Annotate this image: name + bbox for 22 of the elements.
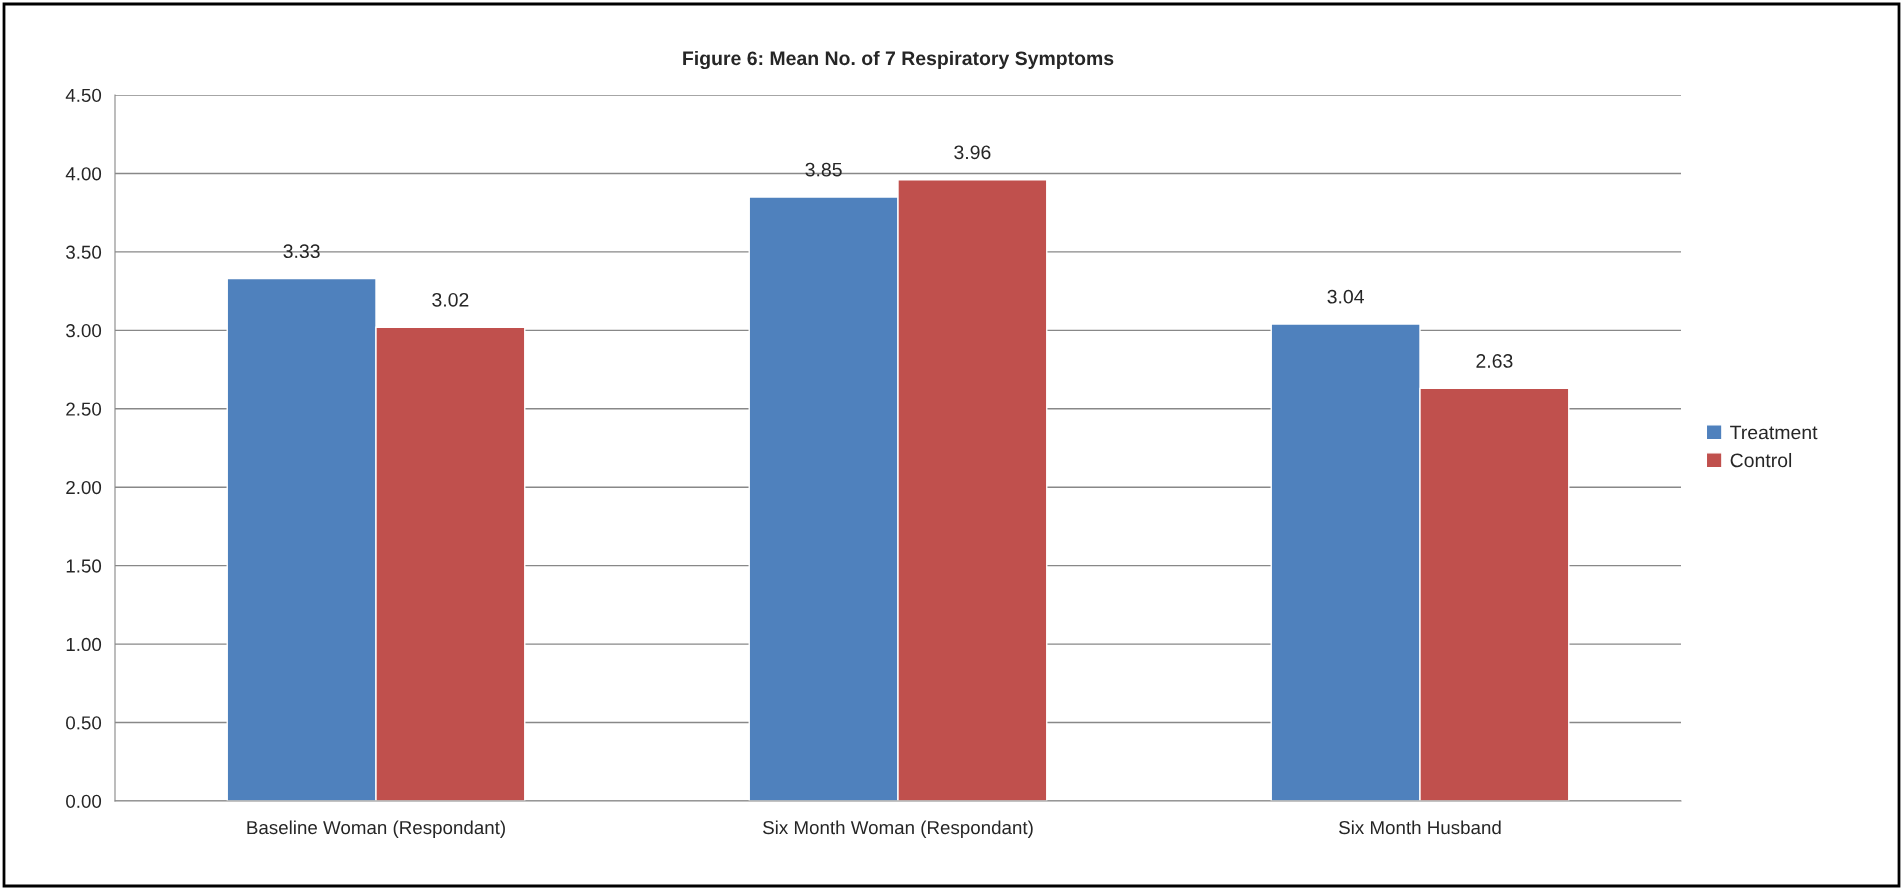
- data-label: 3.96: [954, 145, 991, 160]
- y-tick-label: 4.50: [65, 88, 102, 102]
- data-label: 2.63: [1476, 354, 1513, 368]
- legend-label: Treatment: [1730, 425, 1818, 440]
- y-tick-label: 1.50: [66, 559, 102, 573]
- y-tick-label: 0.50: [66, 716, 102, 730]
- y-tick-label: 1.00: [66, 637, 102, 652]
- data-label: 3.33: [283, 244, 320, 259]
- y-tick-label: 3.50: [66, 245, 102, 259]
- x-tick-label: Baseline Woman (Respondant): [247, 820, 505, 838]
- y-tick-label: 4.00: [65, 167, 102, 181]
- y-tick-label: 0.00: [66, 794, 102, 808]
- legend-label: Control: [1730, 452, 1792, 468]
- y-tick-label: 2.50: [66, 402, 102, 416]
- data-label: 3.85: [805, 162, 842, 177]
- data-label: 3.02: [432, 292, 469, 307]
- chart-title: Figure 6: Mean No. of 7 Respiratory Symptoms: [683, 50, 1114, 70]
- x-tick-label: Six Month Woman (Respondant): [763, 820, 1033, 838]
- x-tick-label: Six Month Husband: [1339, 820, 1501, 835]
- data-label: 3.04: [1327, 289, 1364, 304]
- y-tick-label: 2.00: [66, 480, 102, 495]
- y-tick-label: 3.00: [66, 324, 102, 338]
